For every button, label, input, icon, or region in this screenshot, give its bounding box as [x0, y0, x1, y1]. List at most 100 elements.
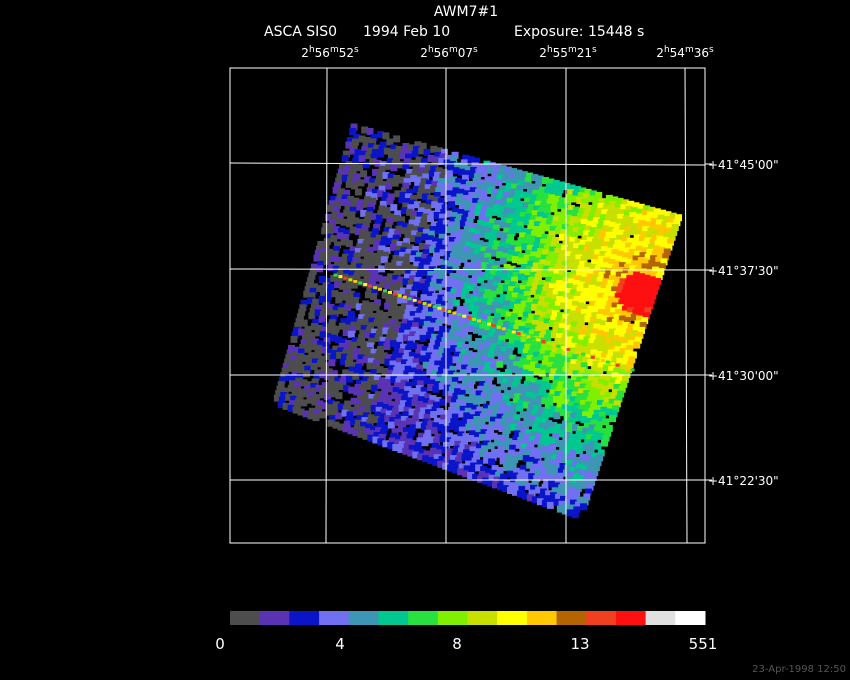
pixel — [418, 187, 426, 195]
pixel — [323, 337, 331, 345]
pixel — [498, 425, 506, 432]
pixel — [458, 280, 466, 288]
pixel — [570, 268, 578, 276]
pixel — [539, 295, 547, 303]
pixel — [639, 305, 647, 313]
pixel — [548, 426, 556, 434]
pixel — [385, 182, 393, 190]
pixel — [375, 406, 383, 414]
pixel — [501, 196, 509, 204]
pixel — [533, 475, 541, 483]
pixel — [492, 391, 500, 399]
pixel — [548, 304, 556, 311]
pixel — [462, 359, 470, 367]
pixel — [487, 279, 495, 287]
pixel — [375, 175, 383, 182]
pixel — [420, 386, 428, 394]
pixel — [520, 227, 528, 235]
streak-pixel — [432, 305, 437, 309]
pixel — [567, 368, 575, 376]
pixel — [527, 440, 535, 448]
pixel — [390, 164, 398, 172]
colorbar-segment — [289, 611, 320, 625]
streak-pixel — [338, 275, 343, 279]
pixel — [406, 340, 414, 348]
pixel — [551, 347, 559, 355]
pixel — [315, 384, 323, 392]
pixel — [510, 224, 517, 232]
pixel — [384, 302, 392, 310]
ra-label: 2h56m07s — [420, 45, 478, 60]
pixel — [423, 413, 431, 421]
pixel — [602, 278, 610, 286]
pixel — [341, 174, 349, 182]
pixel — [618, 299, 626, 307]
pixel — [418, 412, 426, 420]
pixel — [375, 214, 383, 222]
pixel — [394, 326, 401, 334]
pixel — [421, 253, 429, 261]
pixel — [629, 335, 637, 343]
pixel — [527, 334, 535, 342]
pixel — [491, 286, 499, 293]
pixel — [400, 227, 408, 235]
pixel — [652, 213, 660, 221]
pixel — [637, 294, 645, 302]
pixel — [535, 416, 543, 424]
pixel — [530, 484, 538, 492]
pixel — [315, 405, 323, 412]
pixel — [469, 356, 477, 364]
pixel — [500, 309, 508, 317]
pixel — [417, 267, 425, 275]
pixel — [455, 254, 463, 262]
pixel — [500, 420, 508, 428]
pixel — [418, 147, 426, 155]
ra-label: 2h54m36s — [656, 45, 714, 60]
pixel — [528, 219, 536, 227]
streak-pixel — [566, 347, 571, 351]
pixel — [508, 412, 516, 420]
pixel — [633, 287, 641, 295]
pixel — [365, 211, 373, 219]
pixel — [640, 284, 648, 292]
pixel — [451, 377, 459, 384]
pixel — [515, 205, 523, 213]
pixel — [652, 282, 660, 290]
pixel — [303, 370, 310, 378]
pixel — [455, 383, 463, 391]
pixel — [668, 217, 676, 225]
pixel — [605, 231, 613, 239]
pixel — [517, 453, 525, 461]
pixel — [432, 196, 440, 204]
pixel — [540, 488, 548, 496]
pixel — [640, 231, 648, 239]
pixel — [419, 258, 427, 266]
pixel — [525, 229, 533, 237]
pixel — [578, 404, 586, 412]
pixel — [581, 325, 589, 333]
pixel — [397, 161, 405, 169]
pixel — [327, 224, 335, 232]
pixel — [433, 417, 441, 425]
pixel — [514, 393, 522, 401]
pixel — [422, 325, 430, 333]
pixel — [525, 286, 533, 294]
pixel — [379, 240, 387, 248]
pixel — [401, 262, 409, 270]
pixel — [613, 367, 621, 375]
pixel — [644, 237, 652, 245]
pixel — [611, 302, 619, 310]
pixel — [484, 325, 492, 333]
pixel — [590, 349, 598, 357]
pixel — [390, 244, 397, 251]
pixel — [534, 310, 542, 318]
pixel — [431, 313, 439, 321]
pixel — [541, 344, 549, 351]
pixel — [475, 224, 483, 232]
pixel — [367, 378, 375, 386]
pixel — [473, 249, 481, 257]
pixel — [527, 387, 535, 395]
pixel — [362, 356, 370, 364]
pixel — [546, 361, 554, 369]
pixel — [350, 341, 358, 349]
